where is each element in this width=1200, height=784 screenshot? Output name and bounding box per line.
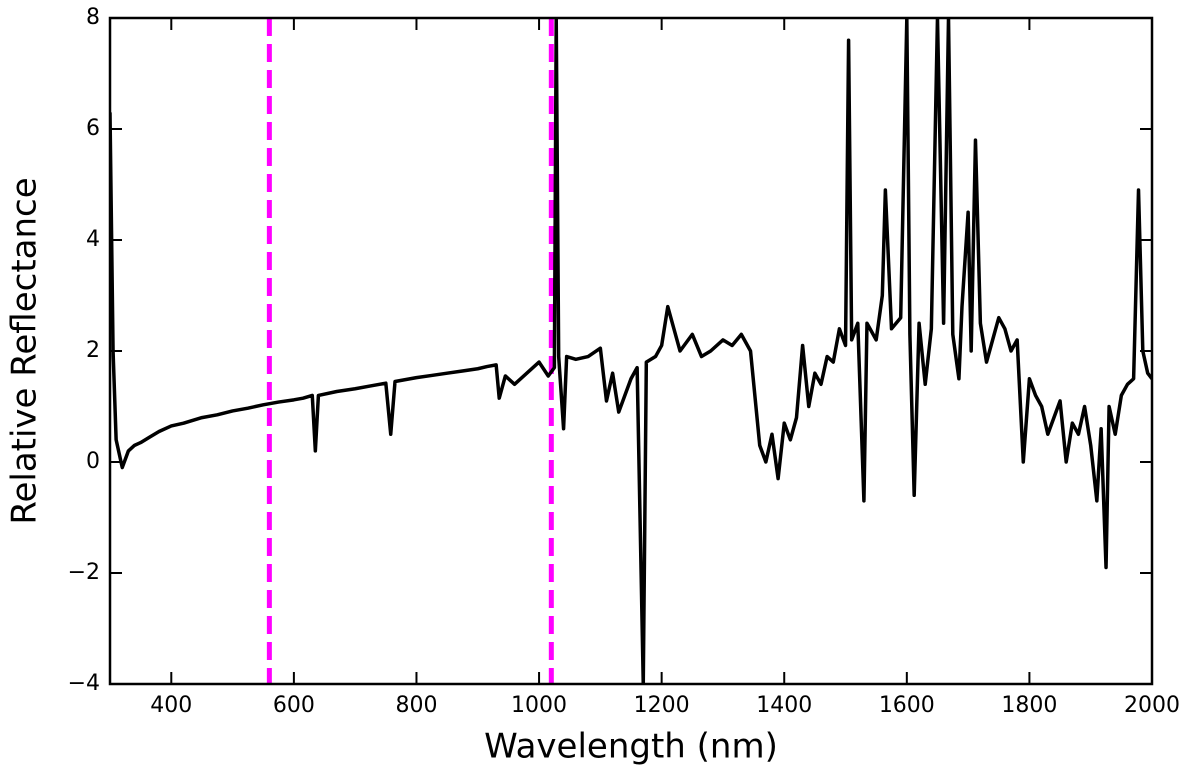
- plot-frame: [108, 16, 1154, 686]
- x-tick-label: 1200: [634, 693, 690, 718]
- x-tick-label: 2000: [1124, 693, 1180, 718]
- x-tick-label: 600: [273, 693, 315, 718]
- x-tick-label: 400: [150, 693, 192, 718]
- y-tick-label: 4: [86, 227, 100, 252]
- y-tick-label: 8: [86, 5, 100, 30]
- y-tick-label: 2: [86, 338, 100, 363]
- x-tick-label: 1800: [1001, 693, 1057, 718]
- y-tick-label: 0: [86, 449, 100, 474]
- x-tick-label: 1600: [879, 693, 935, 718]
- x-tick-label: 1400: [756, 693, 812, 718]
- spectrum-line: [110, 18, 1152, 684]
- x-axis-label: Wavelength (nm): [484, 727, 778, 767]
- y-axis-label: Relative Reflectance: [5, 177, 45, 524]
- x-tick-label: 800: [395, 693, 437, 718]
- y-tick-label: 6: [86, 116, 100, 141]
- y-tick-label: −4: [68, 671, 100, 696]
- x-tick-label: 1000: [511, 693, 567, 718]
- y-tick-label: −2: [68, 560, 100, 585]
